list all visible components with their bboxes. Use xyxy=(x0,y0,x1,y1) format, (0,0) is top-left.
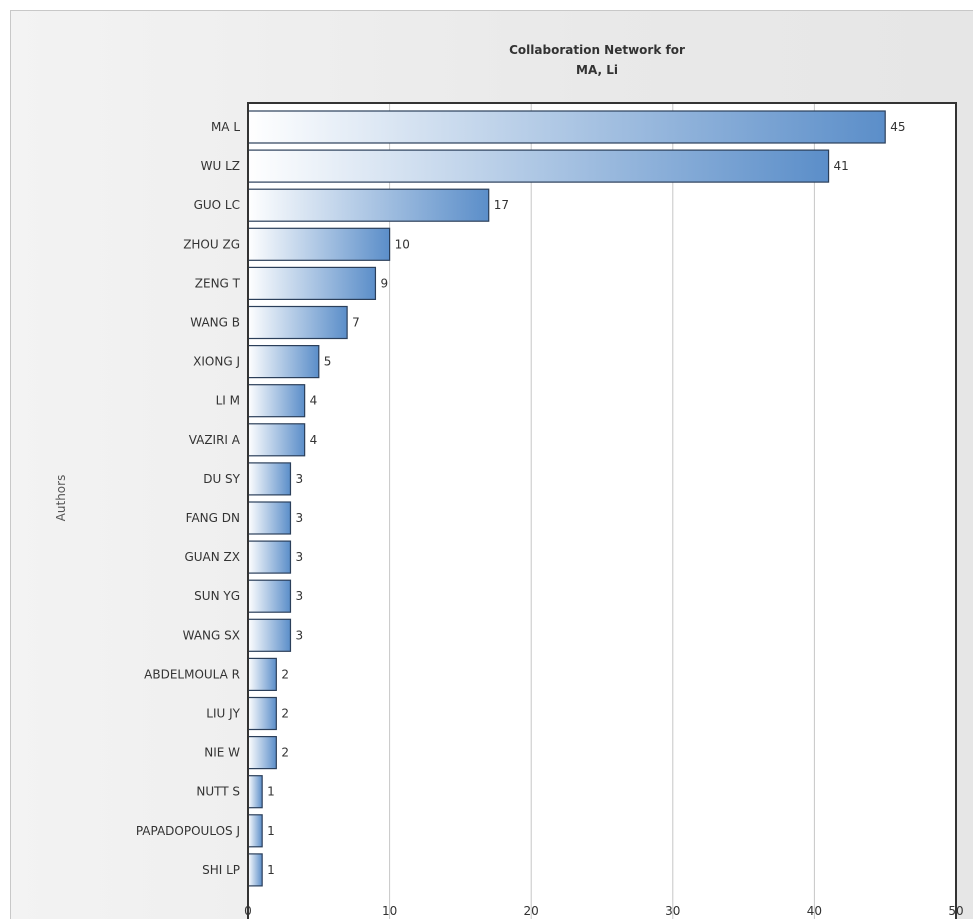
value-label: 3 xyxy=(295,472,303,486)
value-label: 2 xyxy=(281,667,289,681)
category-label: WANG SX xyxy=(183,628,240,642)
category-label: ZENG T xyxy=(195,276,241,290)
category-label: SHI LP xyxy=(202,863,240,877)
chart-title-line-2: MA, Li xyxy=(576,63,618,77)
value-label: 5 xyxy=(324,355,332,369)
value-label: 2 xyxy=(281,707,289,721)
value-label: 7 xyxy=(352,316,360,330)
category-label: MA L xyxy=(211,120,240,134)
bar xyxy=(247,618,292,652)
value-label: 1 xyxy=(267,785,275,799)
value-label: 3 xyxy=(295,589,303,603)
value-label: 9 xyxy=(380,276,388,290)
value-label: 10 xyxy=(395,237,410,251)
bar xyxy=(247,266,377,300)
bar xyxy=(247,188,490,222)
x-tick-label: 20 xyxy=(524,904,539,918)
value-label: 1 xyxy=(267,863,275,877)
bar xyxy=(247,540,292,574)
plot-area xyxy=(248,103,956,919)
value-label: 4 xyxy=(310,433,318,447)
bar xyxy=(247,423,306,457)
bar xyxy=(247,501,292,535)
bar xyxy=(247,735,277,770)
category-label: ABDELMOULA R xyxy=(144,667,240,681)
chart-title: Collaboration Network for MA, Li xyxy=(509,43,685,77)
category-labels: MA L WU LZ GUO LC ZHOU ZG ZENG T WANG B XIONG … xyxy=(136,120,241,877)
category-label: LI M xyxy=(216,394,240,408)
category-label: SUN YG xyxy=(194,589,240,603)
value-labels: 45 41 17 10 9 7 5 4 4 3 3 3 3 3 2 2 2 1 1 1 xyxy=(267,120,905,877)
bar xyxy=(247,149,830,183)
category-label: DU SY xyxy=(203,472,240,486)
bar xyxy=(247,696,277,731)
chart-title-line-1: Collaboration Network for xyxy=(509,43,685,57)
x-tick-label: 40 xyxy=(807,904,822,918)
bar xyxy=(247,345,320,379)
category-label: NIE W xyxy=(204,746,240,760)
bar xyxy=(247,305,348,340)
bar xyxy=(247,657,277,692)
category-label: FANG DN xyxy=(186,511,240,525)
value-label: 3 xyxy=(295,511,303,525)
x-tick-label: 10 xyxy=(382,904,397,918)
category-label: WU LZ xyxy=(201,159,240,173)
bar xyxy=(247,462,292,496)
value-label: 3 xyxy=(295,628,303,642)
bars xyxy=(247,110,886,887)
bar xyxy=(247,110,886,144)
category-label: ZHOU ZG xyxy=(183,237,240,251)
value-label: 17 xyxy=(494,198,509,212)
category-label: WANG B xyxy=(190,316,240,330)
value-label: 4 xyxy=(310,394,318,408)
bar xyxy=(247,853,263,887)
bar xyxy=(247,579,292,613)
value-label: 3 xyxy=(295,550,303,564)
value-label: 2 xyxy=(281,746,289,760)
category-label: PAPADOPOULOS J xyxy=(136,824,240,838)
category-label: GUO LC xyxy=(194,198,240,212)
category-label: XIONG J xyxy=(193,355,240,369)
y-axis-label: Authors xyxy=(54,475,68,522)
bar xyxy=(247,384,306,418)
bar xyxy=(247,227,391,261)
plot-border xyxy=(247,102,957,919)
bar xyxy=(247,814,263,848)
x-tick-label: 30 xyxy=(665,904,680,918)
value-label: 45 xyxy=(890,120,905,134)
category-label: NUTT S xyxy=(196,785,240,799)
value-label: 1 xyxy=(267,824,275,838)
bar xyxy=(247,775,263,809)
category-label: GUAN ZX xyxy=(184,550,240,564)
category-label: LIU JY xyxy=(206,707,240,721)
category-label: VAZIRI A xyxy=(189,433,241,447)
value-label: 41 xyxy=(834,159,849,173)
